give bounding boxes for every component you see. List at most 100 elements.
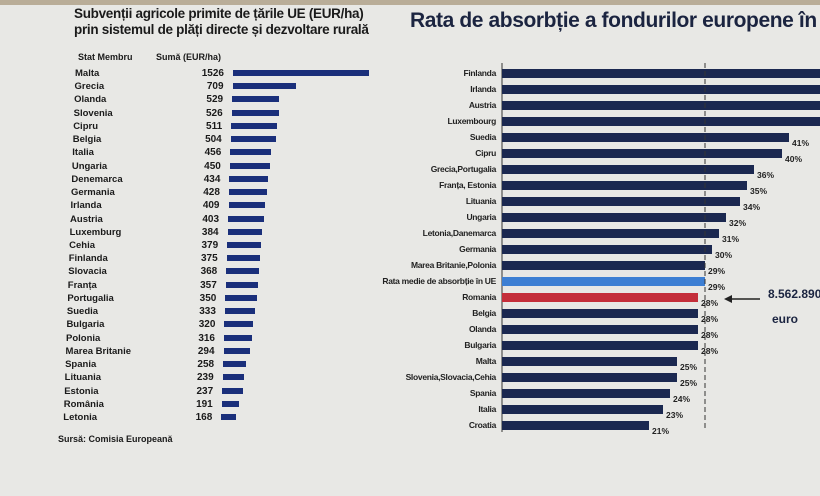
left-value-label: 511 (206, 120, 223, 132)
left-value-label: 333 (199, 306, 216, 318)
left-value-label: 529 (206, 94, 224, 106)
left-category-label: Bulgaria (66, 319, 105, 331)
right-category-label: Germania (459, 244, 496, 254)
right-value-label: 29% (708, 266, 726, 276)
left-bar (222, 387, 244, 394)
left-value-label: 456 (204, 147, 222, 159)
right-bar (502, 325, 698, 334)
right-chart-title: Rata de absorbție a fondurilor europene … (410, 9, 817, 32)
left-value-label: 316 (198, 332, 215, 344)
left-bar (221, 400, 239, 407)
right-bar (502, 181, 747, 190)
left-bar (232, 83, 296, 90)
left-category-label: Lituania (64, 372, 102, 384)
right-bar (502, 117, 820, 126)
right-bar (502, 261, 705, 270)
right-value-label: 28% (701, 314, 719, 324)
right-category-label: Ungaria (466, 212, 496, 222)
left-value-label: 320 (198, 319, 216, 331)
left-value-label: 237 (196, 385, 214, 397)
left-bar (231, 122, 277, 129)
right-value-label: 41% (792, 138, 810, 148)
source-note: Sursă: Comisia Europeană (58, 434, 173, 444)
left-value-label: 403 (202, 213, 220, 225)
right-category-label: Lituania (465, 196, 496, 206)
left-category-label: Italia (72, 147, 94, 159)
right-bar (502, 277, 705, 286)
photo-edge (0, 0, 820, 5)
right-bar (502, 293, 698, 302)
left-category-label: Spania (65, 359, 97, 371)
annotation-amount: 8.562.890 (768, 287, 820, 301)
right-category-label: Grecia,Portugalia (430, 164, 497, 174)
right-value-label: 32% (729, 218, 747, 228)
header-member-state: Stat Membru (78, 52, 133, 62)
right-value-label: 24% (673, 394, 691, 404)
left-value-label: 450 (204, 160, 221, 172)
right-category-label: Bulgaria (464, 340, 496, 350)
left-bar (221, 414, 237, 420)
right-value-label: 25% (680, 378, 698, 388)
right-bar (502, 421, 649, 430)
right-bar (502, 149, 782, 158)
right-category-label: Italia (478, 404, 496, 414)
right-bar (502, 245, 712, 254)
right-category-label: Spania (469, 388, 496, 398)
left-value-label: 239 (196, 372, 214, 384)
right-bar (502, 133, 789, 142)
left-value-label: 350 (199, 292, 217, 304)
right-value-label: 36% (757, 170, 775, 180)
left-bar (228, 202, 266, 209)
left-bar (228, 189, 268, 196)
left-bar (230, 149, 272, 156)
left-bar (225, 281, 258, 288)
right-value-label: 28% (701, 346, 719, 356)
left-category-label: Germania (70, 187, 115, 199)
left-category-label: Suedia (66, 306, 99, 318)
left-category-label: Malta (75, 68, 100, 79)
right-value-label: 23% (666, 410, 684, 420)
left-bar (228, 215, 265, 222)
right-category-label: Luxembourg (447, 116, 497, 126)
right-value-label: 30% (715, 250, 733, 260)
right-category-label: Cipru (475, 148, 496, 158)
left-value-label: 1526 (201, 68, 224, 79)
left-value-label: 191 (196, 398, 213, 410)
left-bar (233, 70, 370, 76)
left-value-label: 526 (205, 107, 223, 119)
right-value-label: 35% (750, 186, 768, 196)
left-category-label: Cipru (73, 120, 98, 132)
right-value-label: 21% (652, 426, 670, 436)
left-value-label: 428 (203, 187, 220, 199)
left-bar (226, 255, 261, 262)
left-value-label: 168 (195, 412, 213, 423)
right-bar (502, 229, 719, 238)
left-category-label: Grecia (74, 81, 105, 93)
left-value-label: 357 (200, 279, 217, 291)
left-category-label: Olanda (74, 94, 107, 106)
right-category-label: Croatia (468, 420, 496, 430)
left-value-label: 409 (202, 200, 220, 212)
left-value-label: 384 (201, 226, 219, 238)
right-bar (502, 357, 677, 366)
left-title-line-2: prin sistemul de plăți directe și dezvol… (74, 22, 369, 37)
left-value-label: 258 (197, 359, 215, 371)
right-bar (502, 373, 677, 382)
right-category-label: Romania (462, 292, 496, 302)
left-value-label: 504 (205, 134, 222, 146)
left-category-label: Luxemburg (69, 226, 122, 238)
left-chart-title: Subvenții agricole primite de țările UE … (74, 6, 369, 38)
right-category-label: Marea Britanie,Polonia (410, 260, 496, 270)
left-bar (227, 228, 262, 235)
left-bar (223, 347, 250, 354)
right-category-label: Irlanda (470, 84, 496, 94)
left-category-label: Franța (67, 279, 97, 291)
right-value-label: 40% (785, 154, 803, 164)
right-value-label: 28% (701, 330, 719, 340)
right-value-label: 29% (708, 282, 726, 292)
left-bar (229, 162, 271, 169)
right-category-label: Franța, Estonia (439, 180, 496, 190)
left-bar (224, 334, 253, 341)
right-value-label: 31% (722, 234, 740, 244)
right-bar (502, 213, 726, 222)
